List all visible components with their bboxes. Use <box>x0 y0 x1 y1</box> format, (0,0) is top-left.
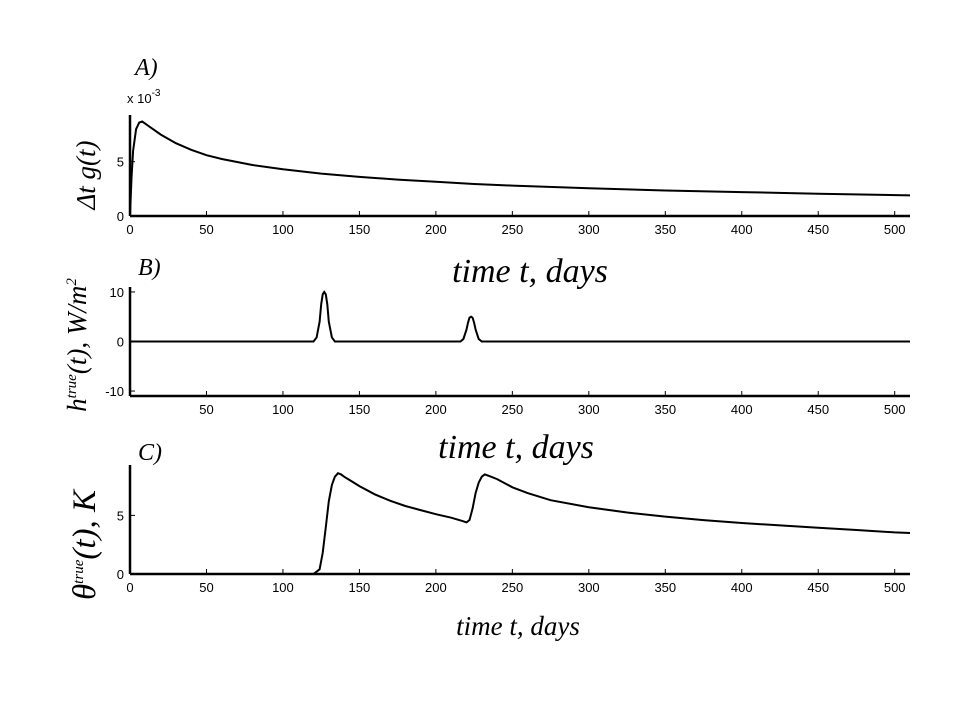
x-tick-label: 200 <box>425 402 447 417</box>
x-tick-label: 100 <box>272 222 294 237</box>
x-tick-label: 400 <box>731 580 753 595</box>
x-tick-label: 250 <box>502 580 524 595</box>
x-tick-label: 150 <box>349 402 371 417</box>
panel-b-series-line <box>130 290 910 343</box>
x-tick-label: 0 <box>126 580 133 595</box>
x-tick-label: 250 <box>502 402 524 417</box>
x-tick-label: 400 <box>731 402 753 417</box>
panel-b: B) htrue(t), W/m2 50 100 150 200 250 300 350 40… <box>62 255 910 466</box>
panel-c: C) θtrue(t), K 0 50 100 150 200 250 300 350 400 4… <box>67 440 911 641</box>
x-tick-label: 500 <box>884 222 906 237</box>
panel-a-scale-note: x 10-3 <box>127 88 161 106</box>
panel-a-xlabel: time t, days <box>452 253 608 290</box>
x-tick-label: 350 <box>654 580 676 595</box>
x-tick-label: 100 <box>272 580 294 595</box>
x-tick-label: 350 <box>654 402 676 417</box>
y-tick-label: 10 <box>110 285 124 300</box>
y-tick-label: 0 <box>117 567 124 582</box>
y-tick-label: 0 <box>117 209 124 224</box>
x-tick-label: 300 <box>578 222 600 237</box>
panel-a-axes: 0 50 100 150 200 250 300 350 400 450 500 0 5 <box>117 115 910 237</box>
x-tick-label: 200 <box>425 580 447 595</box>
x-tick-label: 100 <box>272 402 294 417</box>
y-tick-label: 5 <box>117 508 124 523</box>
panel-c-xlabel: time t, days <box>456 611 580 641</box>
panel-c-series-line <box>130 472 911 575</box>
x-tick-label: 50 <box>199 402 213 417</box>
panel-c-ylabel: θtrue(t), K <box>67 488 103 600</box>
x-tick-label: 50 <box>199 580 213 595</box>
x-tick-label: 300 <box>578 580 600 595</box>
x-tick-label: 150 <box>349 222 371 237</box>
x-tick-label: 450 <box>807 402 829 417</box>
x-tick-label: 50 <box>199 222 213 237</box>
x-tick-label: 300 <box>578 402 600 417</box>
x-tick-label: 500 <box>884 580 906 595</box>
panel-a-ylabel: Δt g(t) <box>71 140 101 210</box>
y-tick-label: 5 <box>117 155 124 170</box>
y-tick-label: 0 <box>117 335 124 350</box>
panel-b-axes: 50 100 150 200 250 300 350 400 450 500 -10 0 10 <box>105 285 910 417</box>
y-tick-label: -10 <box>105 384 124 399</box>
panel-b-xlabel: time t, days <box>438 429 594 466</box>
x-tick-label: 350 <box>654 222 676 237</box>
x-tick-label: 400 <box>731 222 753 237</box>
x-tick-label: 450 <box>807 580 829 595</box>
x-tick-label: 450 <box>807 222 829 237</box>
x-tick-label: 200 <box>425 222 447 237</box>
panel-a-label: A) <box>133 55 158 81</box>
panel-c-label: C) <box>138 440 162 466</box>
panel-b-ylabel: htrue(t), W/m2 <box>62 278 92 412</box>
panel-a: A) x 10-3 Δt g(t) 0 50 100 150 200 250 300 350 4… <box>71 55 911 290</box>
x-tick-label: 500 <box>884 402 906 417</box>
panel-a-series-line <box>129 120 911 217</box>
x-tick-label: 0 <box>126 222 133 237</box>
panel-b-label: B) <box>138 255 161 281</box>
x-tick-label: 150 <box>349 580 371 595</box>
panel-c-axes: 0 50 100 150 200 250 300 350 400 450 500 0 5 <box>117 465 910 595</box>
x-tick-label: 250 <box>502 222 524 237</box>
